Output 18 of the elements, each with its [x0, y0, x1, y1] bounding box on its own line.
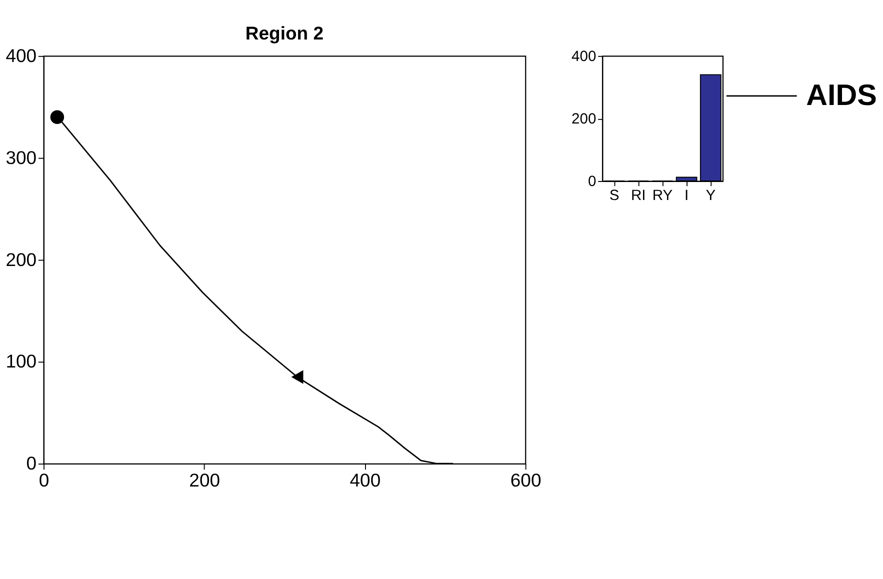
y-tick-label: 0 — [26, 452, 37, 474]
x-tick-label: Y — [706, 188, 716, 204]
y-tick-label: 200 — [6, 248, 37, 270]
y-tick-label: 300 — [6, 146, 37, 168]
y-tick-label: 200 — [572, 112, 596, 128]
x-tick-label: 200 — [189, 469, 220, 490]
y-tick-label: 100 — [6, 350, 37, 372]
y-tick-label: 400 — [6, 44, 37, 66]
x-tick-label: RY — [652, 188, 673, 204]
chart-title: Region 2 — [245, 22, 324, 44]
y-tick-label: 400 — [572, 49, 596, 66]
x-tick-label: 600 — [510, 469, 542, 490]
x-tick-label: S — [609, 188, 620, 204]
y-tick-label: 0 — [588, 174, 596, 190]
x-tick-label: 400 — [350, 469, 381, 490]
x-tick-label: I — [684, 188, 689, 204]
x-tick-label: RI — [630, 188, 646, 204]
text: AIDS — [806, 79, 877, 112]
